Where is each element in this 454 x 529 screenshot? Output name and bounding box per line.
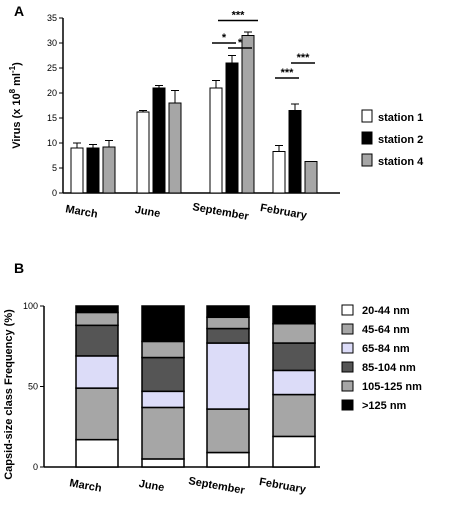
legend-swatch bbox=[361, 153, 373, 167]
legend-label: 45-64 nm bbox=[362, 324, 410, 336]
stacked-segment bbox=[141, 305, 185, 343]
y-tick-label: 0 bbox=[33, 462, 38, 472]
x-category-label: February bbox=[259, 202, 308, 222]
legend-swatch bbox=[341, 380, 354, 392]
legend-swatch bbox=[341, 323, 354, 335]
stacked-segment bbox=[206, 342, 250, 410]
x-category-label: June bbox=[134, 204, 161, 220]
panel-letter-b: B bbox=[14, 260, 24, 276]
legend-label: station 1 bbox=[378, 112, 423, 124]
y-tick-label: 20 bbox=[47, 88, 57, 98]
bar bbox=[102, 146, 116, 194]
stacked-segment bbox=[272, 342, 316, 372]
y-tick-label: 25 bbox=[47, 63, 57, 73]
legend-swatch bbox=[341, 342, 354, 354]
stacked-segment bbox=[206, 327, 250, 344]
y-tick-label: 5 bbox=[52, 163, 57, 173]
bar bbox=[225, 62, 239, 194]
bar bbox=[209, 87, 223, 194]
y-axis-title: Virus (x 108 ml-1) bbox=[8, 62, 23, 149]
panel-a: A 0 5 10 15 20 25 30 35 Virus (x 108 ml-1) March Ju… bbox=[8, 3, 424, 223]
stacked-segment bbox=[75, 438, 119, 468]
stacked-segment bbox=[141, 390, 185, 409]
x-category-label: March bbox=[69, 477, 103, 494]
y-axis-title-part: ml bbox=[11, 73, 23, 89]
significance-label: *** bbox=[281, 67, 295, 79]
y-tick-label: 30 bbox=[47, 38, 57, 48]
y-tick-label: 15 bbox=[47, 113, 57, 123]
stacked-segment bbox=[141, 458, 185, 468]
stacked-segment bbox=[206, 316, 250, 330]
legend-swatch bbox=[341, 361, 354, 373]
legend-swatch bbox=[361, 131, 373, 145]
legend-label: 85-104 nm bbox=[362, 362, 416, 374]
stacked-segment bbox=[75, 324, 119, 357]
stacked-segment bbox=[272, 393, 316, 438]
panel-b: B 0 50 100 Capsid-size class Frequency (%) Ma… bbox=[3, 260, 422, 497]
significance-label: *** bbox=[232, 10, 246, 22]
bar bbox=[136, 111, 150, 194]
y-axis-title-part: ) bbox=[11, 62, 23, 66]
stacked-segment bbox=[272, 369, 316, 396]
legend-label: 20-44 nm bbox=[362, 305, 410, 317]
bar bbox=[272, 151, 286, 194]
x-category-label: September bbox=[187, 475, 246, 497]
x-category-label: September bbox=[191, 201, 250, 223]
stacked-segment bbox=[75, 311, 119, 327]
bar bbox=[288, 110, 302, 194]
legend-label: station 4 bbox=[378, 156, 424, 168]
stacked-segment bbox=[272, 435, 316, 468]
y-tick-label: 0 bbox=[52, 188, 57, 198]
y-tick-label: 50 bbox=[28, 382, 38, 392]
x-category-label: March bbox=[65, 203, 99, 220]
bar bbox=[304, 161, 318, 194]
y-axis-title-part: 8 bbox=[8, 88, 17, 93]
y-axis-title-part: -1 bbox=[8, 65, 17, 73]
bar bbox=[241, 35, 255, 194]
y-tick-label: 100 bbox=[23, 301, 38, 311]
stacked-segment bbox=[272, 305, 316, 325]
stacked-segment bbox=[75, 387, 119, 441]
bar bbox=[86, 147, 100, 194]
stacked-segment bbox=[272, 322, 316, 344]
panel-letter-a: A bbox=[14, 3, 24, 19]
y-tick-label: 10 bbox=[47, 138, 57, 148]
stacked-segment bbox=[75, 355, 119, 389]
x-category-label: February bbox=[258, 476, 307, 496]
y-tick-label: 35 bbox=[47, 13, 57, 23]
y-axis-title: Capsid-size class Frequency (%) bbox=[3, 309, 15, 480]
legend-swatch bbox=[361, 109, 373, 123]
x-category-label: June bbox=[138, 478, 165, 494]
stacked-segment bbox=[206, 305, 250, 319]
legend-label: 105-125 nm bbox=[362, 381, 422, 393]
stacked-segment bbox=[75, 305, 119, 314]
significance-label: * bbox=[222, 32, 227, 44]
bar bbox=[152, 87, 166, 194]
y-axis-title-part: Virus (x 10 bbox=[11, 93, 23, 148]
stacked-segment bbox=[206, 408, 250, 454]
bar bbox=[70, 147, 84, 194]
legend-label: 65-84 nm bbox=[362, 343, 410, 355]
legend-label: station 2 bbox=[378, 134, 423, 146]
significance-label: *** bbox=[297, 52, 311, 64]
legend-swatch bbox=[341, 399, 354, 411]
stacked-segment bbox=[141, 406, 185, 460]
stacked-segment bbox=[206, 451, 250, 468]
legend-swatch bbox=[341, 304, 354, 316]
stacked-segment bbox=[141, 356, 185, 393]
bar bbox=[168, 102, 182, 194]
legend-label: >125 nm bbox=[362, 400, 407, 412]
stacked-segment bbox=[141, 340, 185, 359]
significance-label: * bbox=[238, 37, 243, 49]
